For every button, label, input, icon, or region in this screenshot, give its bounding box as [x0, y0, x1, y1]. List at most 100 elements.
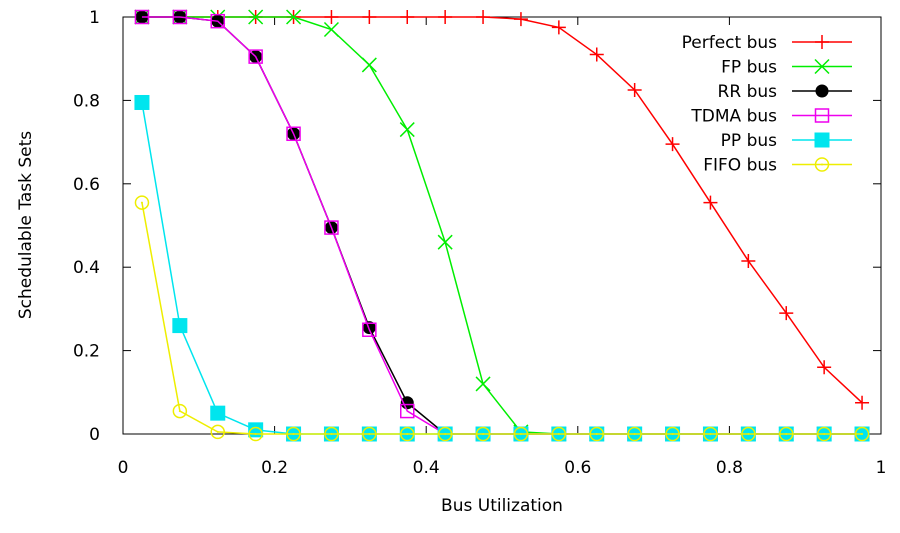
data-point-center — [785, 433, 788, 435]
data-point — [589, 426, 604, 442]
data-point — [513, 426, 529, 442]
series-line — [141, 16, 863, 435]
x-axis-label: Bus Utilization — [441, 496, 563, 516]
y-tick-label: 0.6 — [73, 175, 100, 195]
legend-marker — [814, 132, 830, 148]
data-point — [286, 426, 301, 442]
legend-label: FP bus — [721, 58, 777, 78]
data-point — [779, 306, 794, 321]
legend-label: PP bus — [721, 131, 777, 151]
data-point — [248, 49, 263, 64]
x-tick-label: 0.8 — [716, 458, 743, 478]
data-point — [703, 195, 718, 210]
data-point — [475, 426, 491, 442]
data-point — [362, 322, 377, 337]
legend-item: RR bus — [718, 82, 852, 102]
series-line — [141, 202, 863, 435]
legend-marker — [814, 108, 830, 123]
data-point — [324, 220, 339, 235]
data-point-center — [519, 433, 522, 435]
data-point — [665, 426, 680, 442]
data-point — [627, 426, 642, 442]
data-point — [854, 426, 870, 442]
legend-marker — [814, 58, 830, 75]
data-point-center — [292, 433, 295, 435]
data-point — [286, 9, 302, 25]
x-tick-label: 0.2 — [261, 458, 288, 478]
data-point — [437, 426, 453, 442]
data-point — [551, 20, 566, 35]
data-point — [437, 234, 453, 250]
legend-item: TDMA bus — [690, 107, 852, 127]
data-point — [400, 10, 415, 24]
data-point — [134, 195, 150, 210]
data-point — [855, 395, 870, 410]
data-point — [741, 426, 756, 442]
legend-marker — [814, 157, 830, 172]
legend-item: PP bus — [721, 131, 852, 151]
x-tick-label: 0 — [118, 458, 129, 478]
series-layer — [134, 9, 870, 442]
data-point-center — [482, 433, 485, 435]
data-point — [248, 426, 263, 442]
data-point — [172, 9, 188, 25]
data-point-center — [557, 433, 560, 435]
y-tick-label: 0.4 — [73, 258, 100, 278]
data-point — [324, 10, 339, 24]
series-fifo-bus — [134, 195, 870, 442]
data-point — [475, 376, 491, 392]
data-point — [362, 426, 377, 442]
data-point-center — [444, 433, 447, 435]
data-point — [817, 360, 832, 375]
series-line — [141, 16, 863, 435]
data-point — [172, 318, 188, 334]
data-point — [286, 126, 301, 142]
data-point — [134, 9, 150, 25]
legend-marker-center — [821, 163, 823, 166]
data-point-center — [368, 433, 371, 435]
axis-ticks: 0 0.2 0.4 0.6 0.8 1 0 0.2 0.4 0.6 0.8 1 — [73, 8, 886, 478]
data-point-center — [178, 410, 181, 413]
data-point-center — [823, 433, 826, 435]
legend-label: FIFO bus — [703, 156, 777, 176]
data-point-center — [671, 433, 674, 435]
data-point — [627, 82, 642, 97]
y-tick-label: 1 — [89, 8, 100, 28]
data-point — [589, 47, 604, 62]
legend-item: FP bus — [721, 58, 852, 78]
x-tick-label: 1 — [876, 458, 887, 478]
legend: Perfect bus FP bus RR bus TDMA bus PP bus FIF… — [682, 33, 852, 176]
data-point — [476, 10, 491, 24]
legend-label: Perfect bus — [682, 33, 778, 53]
x-tick-label: 0.6 — [564, 458, 591, 478]
data-point — [741, 253, 756, 268]
y-tick-label: 0 — [89, 425, 100, 445]
data-point — [779, 426, 794, 442]
y-tick-label: 0.2 — [73, 342, 100, 362]
data-point — [210, 13, 225, 29]
legend-label: RR bus — [718, 82, 778, 102]
data-point — [400, 396, 414, 410]
data-point — [438, 10, 453, 24]
data-point — [361, 57, 377, 73]
x-tick-label: 0.4 — [413, 458, 440, 478]
data-point-center — [140, 201, 143, 204]
data-point — [551, 426, 567, 442]
data-point — [210, 424, 225, 440]
legend-item: Perfect bus — [682, 33, 852, 53]
data-point — [665, 137, 680, 152]
data-point-center — [747, 433, 750, 435]
data-point-center — [861, 433, 864, 435]
data-point — [362, 10, 377, 24]
data-point-center — [330, 433, 333, 435]
data-point — [513, 12, 528, 27]
legend-marker — [815, 35, 829, 49]
y-axis-label: Schedulable Task Sets — [16, 131, 36, 319]
data-point-center — [216, 430, 219, 433]
data-point — [323, 21, 339, 38]
data-point — [816, 426, 832, 442]
plot-frame — [122, 16, 882, 435]
series-line — [141, 16, 863, 435]
data-point-center — [254, 433, 257, 435]
